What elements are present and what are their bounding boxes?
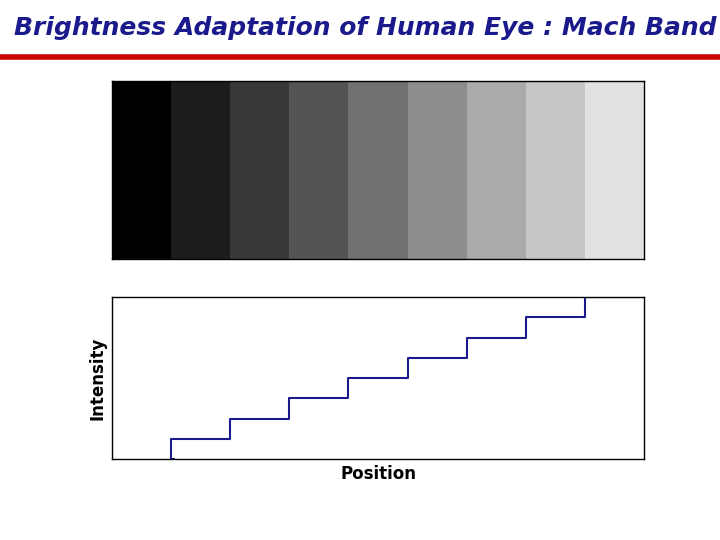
Text: Brightness Adaptation of Human Eye : Mach Band Effect: Brightness Adaptation of Human Eye : Mac… xyxy=(14,16,720,40)
Bar xyxy=(112,81,171,259)
X-axis label: Position: Position xyxy=(340,464,416,483)
Bar xyxy=(348,81,408,259)
Bar xyxy=(289,81,348,259)
Y-axis label: Intensity: Intensity xyxy=(88,336,106,420)
Bar xyxy=(526,81,585,259)
Bar xyxy=(408,81,467,259)
Bar xyxy=(467,81,526,259)
Bar xyxy=(585,81,644,259)
Bar xyxy=(171,81,230,259)
Bar xyxy=(230,81,289,259)
